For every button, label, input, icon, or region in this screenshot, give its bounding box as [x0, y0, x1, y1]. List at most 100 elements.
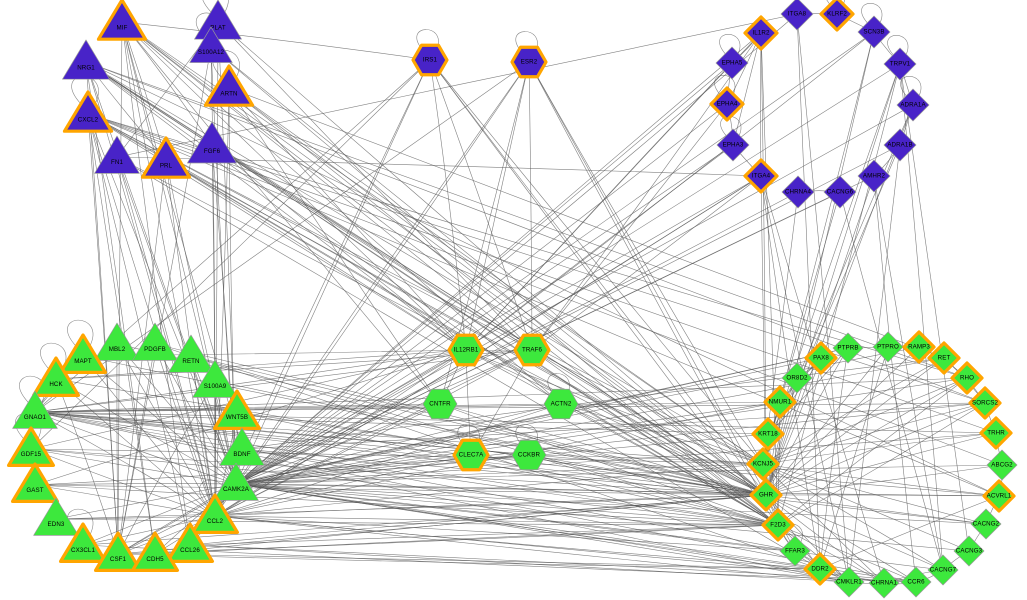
- diamond-node-shape[interactable]: [823, 175, 857, 209]
- hexagon-node-shape[interactable]: [510, 45, 548, 79]
- graph-node-esr2[interactable]: ESR2: [510, 45, 548, 79]
- graph-node-gast[interactable]: GAST: [11, 462, 59, 503]
- triangle-node-shape[interactable]: [62, 39, 110, 80]
- graph-node-cxcl2[interactable]: CXCL2: [62, 90, 114, 133]
- diamond-node-shape[interactable]: [832, 332, 864, 364]
- graph-node-f2rl3[interactable]: F2D3: [761, 508, 795, 542]
- graph-node-itga8[interactable]: ITGA8: [780, 0, 814, 31]
- diamond-node-shape[interactable]: [833, 566, 865, 598]
- triangle-node-shape[interactable]: [219, 427, 265, 466]
- diamond-node-shape[interactable]: [749, 478, 783, 512]
- triangle-node-shape[interactable]: [12, 390, 58, 429]
- diamond-node-shape[interactable]: [902, 330, 936, 364]
- graph-node-clec7a[interactable]: CLEC7A: [452, 438, 490, 472]
- triangle-node-shape[interactable]: [59, 522, 107, 563]
- triangle-node-shape[interactable]: [189, 26, 233, 63]
- triangle-node-shape[interactable]: [191, 493, 239, 534]
- graph-node-traf6[interactable]: TRAF6: [513, 333, 551, 367]
- triangle-node-shape[interactable]: [194, 0, 242, 40]
- triangle-node-shape[interactable]: [166, 522, 214, 563]
- diamond-node-shape[interactable]: [896, 88, 930, 122]
- diamond-node-shape[interactable]: [819, 0, 855, 32]
- triangle-node-shape[interactable]: [192, 359, 238, 398]
- graph-node-nrg1[interactable]: NRG1: [62, 39, 110, 80]
- graph-node-cacng3[interactable]: CACNG3: [953, 535, 985, 567]
- triangle-node-shape[interactable]: [32, 356, 80, 397]
- diamond-node-shape[interactable]: [804, 341, 838, 375]
- graph-node-chrna1[interactable]: CHRNA1: [868, 567, 900, 599]
- diamond-node-shape[interactable]: [709, 86, 745, 122]
- triangle-node-shape[interactable]: [213, 389, 261, 430]
- graph-node-acvrl1[interactable]: ACVRL1: [982, 479, 1016, 513]
- triangle-node-shape[interactable]: [94, 531, 142, 572]
- graph-node-klrf2[interactable]: KLRF2: [819, 0, 855, 32]
- diamond-node-shape[interactable]: [746, 447, 780, 481]
- triangle-node-shape[interactable]: [168, 334, 214, 373]
- triangle-node-shape[interactable]: [11, 462, 59, 503]
- hexagon-node-shape[interactable]: [543, 388, 579, 420]
- diamond-node-shape[interactable]: [857, 15, 891, 49]
- diamond-node-shape[interactable]: [781, 175, 815, 209]
- hexagon-node-shape[interactable]: [422, 388, 458, 420]
- graph-node-cacng2[interactable]: CACNG2: [970, 508, 1002, 540]
- diamond-node-shape[interactable]: [927, 554, 959, 586]
- graph-node-trhr[interactable]: TRHR: [979, 416, 1013, 450]
- graph-node-sorcs2[interactable]: SORCS2: [968, 386, 1002, 420]
- triangle-node-shape[interactable]: [187, 121, 237, 164]
- triangle-node-shape[interactable]: [203, 64, 255, 107]
- graph-node-il12rb1[interactable]: IL12RB1: [447, 333, 485, 367]
- triangle-node-shape[interactable]: [7, 426, 55, 467]
- diamond-node-shape[interactable]: [716, 128, 750, 162]
- diamond-node-shape[interactable]: [979, 416, 1013, 450]
- diamond-node-shape[interactable]: [780, 0, 814, 31]
- hexagon-node-shape[interactable]: [513, 333, 551, 367]
- graph-node-edn3[interactable]: EDN3: [33, 497, 79, 536]
- graph-node-il1r2[interactable]: IL1R2: [743, 15, 779, 51]
- diamond-node-shape[interactable]: [900, 566, 932, 598]
- diamond-node-shape[interactable]: [763, 385, 797, 419]
- diamond-node-shape[interactable]: [743, 15, 779, 51]
- triangle-node-shape[interactable]: [140, 136, 192, 179]
- diamond-node-shape[interactable]: [715, 46, 749, 80]
- triangle-node-shape[interactable]: [94, 135, 140, 174]
- diamond-node-shape[interactable]: [868, 567, 900, 599]
- triangle-node-shape[interactable]: [131, 531, 179, 572]
- diamond-node-shape[interactable]: [872, 331, 904, 363]
- triangle-node-shape[interactable]: [59, 333, 107, 374]
- graph-node-cntfr[interactable]: CNTFR: [422, 388, 458, 420]
- diamond-node-shape[interactable]: [743, 158, 779, 194]
- graph-node-abcg2[interactable]: ABCG2: [986, 449, 1018, 481]
- graph-node-cacng7[interactable]: CACNG7: [927, 554, 959, 586]
- hexagon-node-shape[interactable]: [511, 439, 547, 471]
- graph-node-trpv1[interactable]: TRPV1: [883, 47, 917, 81]
- diamond-node-shape[interactable]: [781, 362, 813, 394]
- graph-node-csf1[interactable]: CSF1: [94, 531, 142, 572]
- graph-node-ccr6[interactable]: CCR6: [900, 566, 932, 598]
- triangle-node-shape[interactable]: [62, 90, 114, 133]
- diamond-node-shape[interactable]: [779, 535, 811, 567]
- diamond-node-shape[interactable]: [803, 552, 837, 586]
- graph-node-rho[interactable]: RHO: [950, 361, 984, 395]
- hexagon-node-shape[interactable]: [411, 43, 449, 77]
- graph-node-epha3[interactable]: EPHA3: [716, 128, 750, 162]
- diamond-node-shape[interactable]: [953, 535, 985, 567]
- graph-node-itga4[interactable]: ITGA4: [743, 158, 779, 194]
- triangle-node-shape[interactable]: [33, 497, 79, 536]
- hexagon-node-shape[interactable]: [452, 438, 490, 472]
- triangle-node-shape[interactable]: [213, 462, 259, 501]
- graph-node-pdgfb[interactable]: PDGFB: [132, 322, 178, 361]
- diamond-node-shape[interactable]: [883, 47, 917, 81]
- graph-node-adra1b[interactable]: ADRA1B: [883, 128, 917, 162]
- graph-node-epha4[interactable]: EPHA4: [709, 86, 745, 122]
- diamond-node-shape[interactable]: [982, 479, 1016, 513]
- graph-node-plat[interactable]: PLAT: [194, 0, 242, 40]
- graph-node-or8d2[interactable]: OR8D2: [781, 362, 813, 394]
- diamond-node-shape[interactable]: [970, 508, 1002, 540]
- diamond-node-shape[interactable]: [927, 341, 961, 375]
- diamond-node-shape[interactable]: [857, 159, 891, 193]
- triangle-node-shape[interactable]: [94, 322, 140, 361]
- diamond-node-shape[interactable]: [986, 449, 1018, 481]
- diamond-node-shape[interactable]: [883, 128, 917, 162]
